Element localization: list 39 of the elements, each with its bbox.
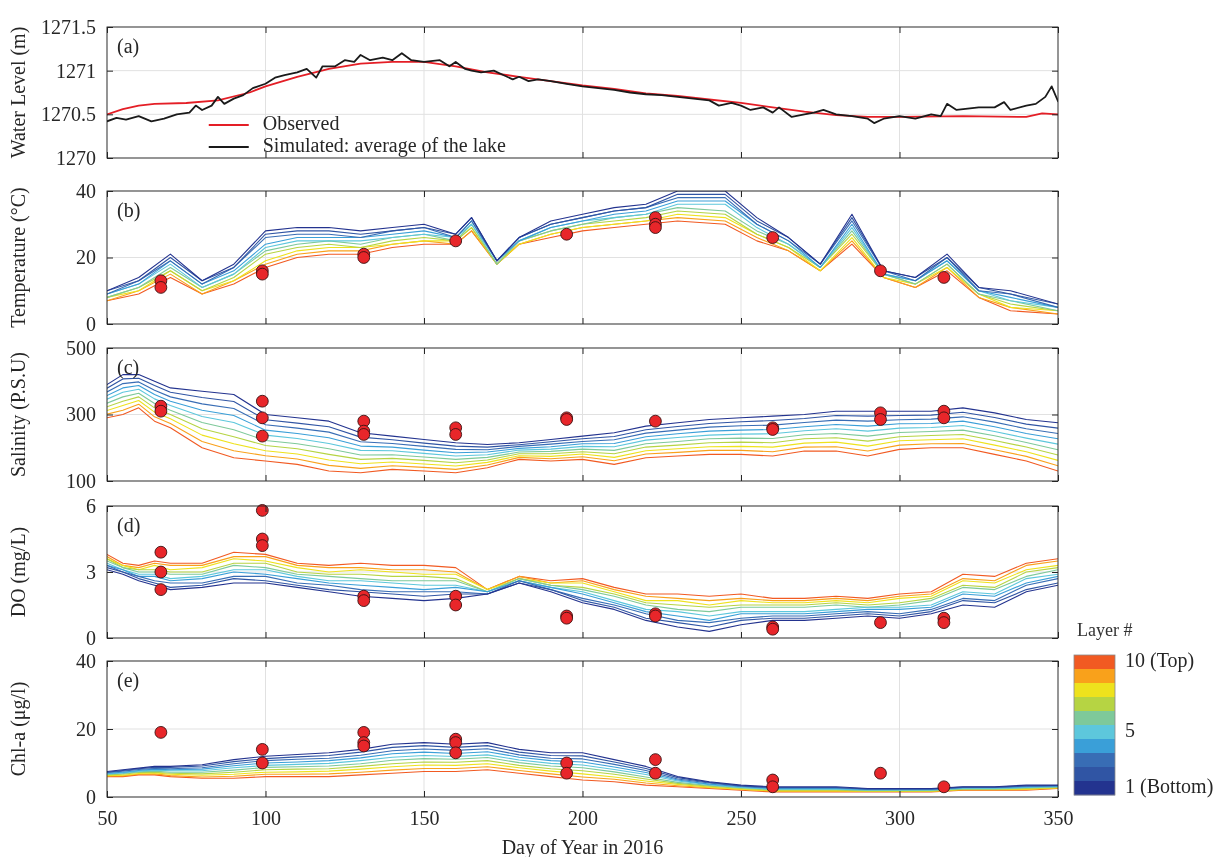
chart-title: (e) [117, 669, 140, 692]
y-tick-label: 1271 [56, 59, 96, 82]
y-tick-label: 300 [66, 403, 96, 426]
chart-title: (b) [117, 199, 141, 222]
y-tick-label: 20 [76, 717, 96, 740]
legend-label: 5 [1125, 718, 1135, 741]
y-tick-label: 0 [86, 312, 96, 335]
chart-title: (c) [117, 356, 140, 379]
y-tick-label: 100 [66, 469, 96, 492]
x-tick-label: 300 [885, 807, 915, 830]
x-tick-label: 200 [568, 807, 598, 830]
y-tick-label: 3 [86, 560, 96, 583]
y-tick-label: 0 [86, 626, 96, 649]
y-axis-title: Salinity (P.S.U) [6, 351, 30, 478]
chart-title: (a) [117, 35, 140, 58]
y-axis-title: DO (mg/L) [6, 526, 30, 618]
x-tick-label: 350 [1043, 807, 1074, 830]
y-tick-label: 1270 [56, 146, 96, 169]
y-tick-label: 500 [66, 336, 96, 359]
y-tick-label: 0 [86, 785, 96, 808]
y-tick-label: 40 [76, 649, 96, 672]
legend-title: Layer # [1077, 620, 1133, 641]
y-tick-label: 20 [76, 246, 96, 269]
y-tick-label: 1270.5 [41, 103, 96, 126]
x-tick-label: 50 [97, 807, 118, 830]
y-axis-title: Temperature (°C) [6, 187, 30, 328]
x-tick-label: 150 [409, 807, 440, 830]
legend-label: 10 (Top) [1125, 648, 1195, 672]
x-tick-label: 250 [726, 807, 757, 830]
y-tick-label: 1271.5 [41, 15, 96, 38]
legend-label: Simulated: average of the lake [262, 133, 507, 157]
x-tick-label: 100 [251, 807, 281, 830]
y-tick-label: 6 [86, 494, 96, 517]
chart-title: (d) [117, 514, 141, 537]
legend-label: 1 (Bottom) [1125, 774, 1214, 798]
y-tick-label: 40 [76, 179, 96, 202]
y-axis-title: Water Level (m) [6, 26, 30, 159]
legend-label: Observed [262, 111, 340, 134]
y-axis-title: Chl-a (μg/l) [6, 681, 30, 777]
